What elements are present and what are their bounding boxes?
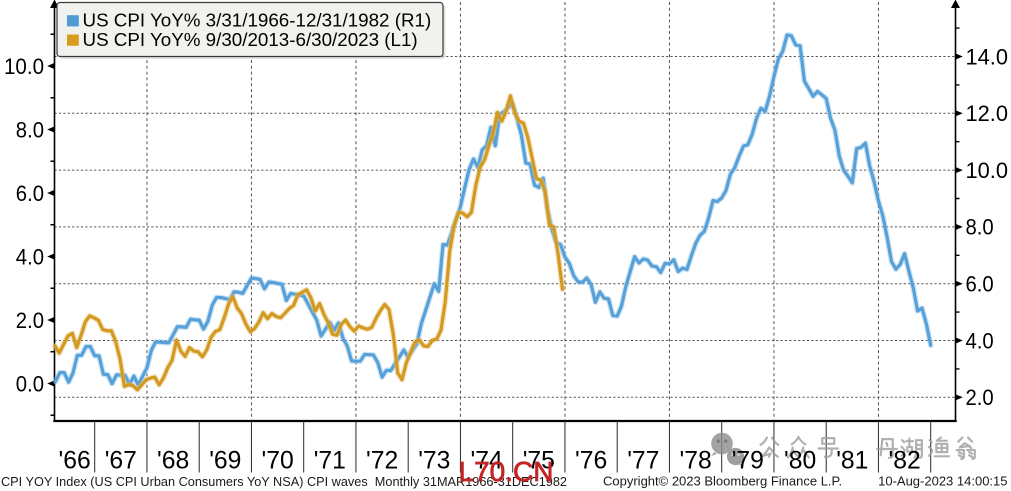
svg-text:4.0: 4.0 [16, 244, 44, 269]
svg-text:'67: '67 [105, 448, 137, 475]
svg-text:'75: '75 [523, 448, 555, 475]
svg-text:'68: '68 [157, 448, 189, 475]
svg-text:'81: '81 [836, 448, 868, 475]
svg-text:8.0: 8.0 [966, 215, 994, 240]
svg-text:'76: '76 [575, 448, 607, 475]
svg-text:CPI YOY Index (US CPI Urban Co: CPI YOY Index (US CPI Urban Consumers Yo… [1, 474, 567, 489]
svg-text:10-Aug-2023 14:00:15: 10-Aug-2023 14:00:15 [878, 474, 1007, 489]
svg-text:0.0: 0.0 [16, 371, 44, 396]
svg-text:2.0: 2.0 [966, 385, 994, 410]
svg-text:'66: '66 [59, 448, 91, 475]
svg-text:6.0: 6.0 [966, 272, 994, 297]
svg-text:4.0: 4.0 [966, 328, 994, 353]
svg-text:'70: '70 [262, 448, 294, 475]
svg-text:'69: '69 [209, 448, 241, 475]
svg-text:'77: '77 [627, 448, 659, 475]
svg-text:2.0: 2.0 [16, 308, 44, 333]
svg-text:14.0: 14.0 [966, 44, 1009, 69]
svg-text:'71: '71 [314, 448, 346, 475]
svg-text:10.0: 10.0 [4, 54, 44, 79]
svg-text:'74: '74 [471, 448, 503, 475]
svg-text:Copyright© 2023 Bloomberg Fina: Copyright© 2023 Bloomberg Finance L.P. [603, 474, 842, 489]
svg-text:US CPI YoY% 3/31/1966-12/31/19: US CPI YoY% 3/31/1966-12/31/1982 (R1) [83, 10, 432, 31]
svg-text:'78: '78 [680, 448, 712, 475]
svg-text:6.0: 6.0 [16, 181, 44, 206]
svg-text:'82: '82 [889, 448, 921, 475]
svg-text:8.0: 8.0 [16, 117, 44, 142]
svg-text:L70.CN: L70.CN [459, 456, 554, 487]
svg-text:12.0: 12.0 [966, 101, 1009, 126]
svg-text:'73: '73 [418, 448, 450, 475]
svg-text:'72: '72 [366, 448, 398, 475]
svg-text:US CPI YoY% 9/30/2013-6/30/202: US CPI YoY% 9/30/2013-6/30/2023 (L1) [83, 29, 418, 50]
svg-text:'80: '80 [784, 448, 816, 475]
svg-text:10.0: 10.0 [966, 158, 1009, 183]
svg-text:'79: '79 [732, 448, 764, 475]
